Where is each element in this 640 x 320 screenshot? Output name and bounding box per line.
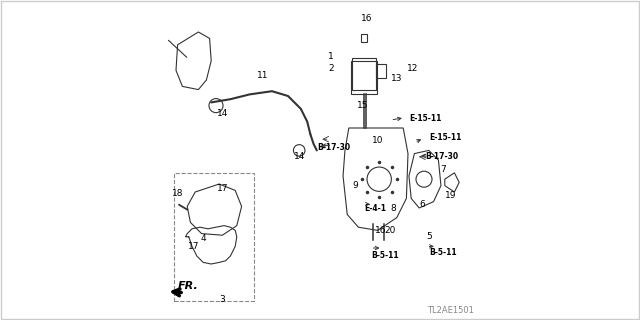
Bar [174,173,255,301]
Text: E-4-1: E-4-1 [364,204,386,212]
Text: 7: 7 [440,165,446,174]
Text: 17: 17 [188,242,199,251]
Text: B-17-30: B-17-30 [426,152,459,161]
Text: 1: 1 [328,52,334,60]
Text: 5: 5 [426,232,431,241]
Text: 8: 8 [391,204,396,212]
Text: 19: 19 [445,191,457,200]
Bar [376,64,385,78]
Text: 12: 12 [407,64,419,73]
Text: B-17-30: B-17-30 [317,143,350,152]
Text: E-15-11: E-15-11 [429,133,461,142]
Text: 9: 9 [353,181,358,190]
Text: 3: 3 [220,295,225,304]
Bar [352,58,376,90]
Text: 16: 16 [361,14,372,23]
Text: 14: 14 [217,109,228,118]
Text: 4: 4 [200,234,206,243]
Text: B-5-11: B-5-11 [429,248,456,257]
Text: TL2AE1501: TL2AE1501 [427,306,474,315]
Text: B-5-11: B-5-11 [371,252,399,260]
Bar [361,34,367,42]
Text: 6: 6 [420,200,425,209]
Text: 17: 17 [217,184,228,193]
Text: 15: 15 [358,101,369,110]
Text: 2: 2 [328,64,334,73]
Text: 20: 20 [384,226,396,235]
Text: E-15-11: E-15-11 [410,114,442,123]
Text: 10: 10 [372,136,383,145]
Text: 18: 18 [172,189,183,198]
Text: 13: 13 [391,74,403,83]
Text: 14: 14 [294,152,305,161]
Text: FR.: FR. [178,281,198,292]
Text: 16: 16 [375,226,387,235]
Bar [351,61,376,94]
Text: 11: 11 [257,71,268,80]
